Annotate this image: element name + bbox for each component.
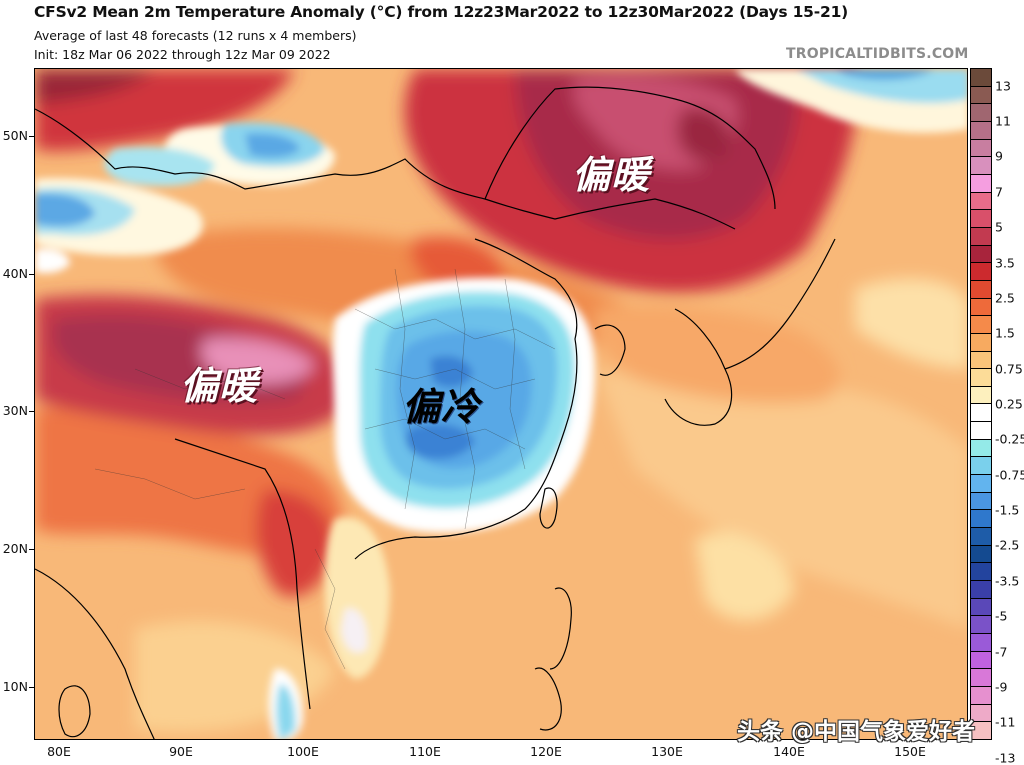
colorbar (970, 68, 992, 740)
colorbar-tick-label: -2.5 (995, 537, 1020, 553)
colorbar-segment (971, 333, 991, 352)
colorbar-segment (971, 651, 991, 670)
colorbar-segment (971, 510, 991, 529)
x-tick-120e: 120E (530, 744, 562, 759)
colorbar-tick-label: -1.5 (995, 502, 1020, 518)
colorbar-segment (971, 616, 991, 634)
x-tick-110e: 110E (409, 744, 441, 759)
colorbar-segment (971, 263, 991, 281)
colorbar-tick-label: -0.25 (995, 431, 1024, 447)
colorbar-tick-label: -7 (995, 644, 1008, 660)
author-credit: 头条 @中国气象爱好者 (737, 719, 976, 745)
x-tick-80e: 80E (47, 744, 71, 759)
y-tick-20n: 20N (0, 541, 34, 556)
chart-title: CFSv2 Mean 2m Temperature Anomaly (°C) f… (34, 3, 849, 21)
colorbar-segment (971, 422, 991, 440)
colorbar-segment (971, 298, 991, 317)
colorbar-segment (971, 280, 991, 299)
x-tick-130e: 130E (651, 744, 683, 759)
anomaly-field (35, 69, 967, 739)
province-borders (94, 268, 556, 670)
colorbar-segment (971, 492, 991, 511)
colorbar-tick-label: -9 (995, 679, 1008, 695)
colorbar-segment (971, 545, 991, 564)
colorbar-tick-label: -11 (995, 714, 1016, 730)
colorbar-segment (971, 669, 991, 687)
y-tick-50n: 50N (0, 128, 34, 143)
colorbar-tick-label: 11 (995, 113, 1011, 129)
x-tick-90e: 90E (169, 744, 193, 759)
chart-subtitle-init: Init: 18z Mar 06 2022 through 12z Mar 09… (34, 47, 331, 62)
colorbar-segment (971, 351, 991, 370)
colorbar-tick-label: 1.5 (995, 325, 1015, 341)
colorbar-tick-label: -5 (995, 608, 1008, 624)
x-tick-150e: 150E (894, 744, 926, 759)
colorbar-tick-label: -13 (995, 750, 1016, 765)
x-tick-140e: 140E (773, 744, 805, 759)
colorbar-tick-label: -0.75 (995, 467, 1024, 483)
colorbar-segment (971, 210, 991, 228)
y-tick-30n: 30N (0, 403, 34, 418)
colorbar-tick-label: 7 (995, 184, 1003, 200)
colorbar-segment (971, 475, 991, 493)
coastline (35, 86, 836, 739)
colorbar-tick-label: 0.25 (995, 396, 1023, 412)
colorbar-segment (971, 121, 991, 140)
colorbar-segment (971, 722, 991, 739)
colorbar-tick-label: 13 (995, 78, 1011, 94)
colorbar-segment (971, 686, 991, 705)
site-watermark: TROPICALTIDBITS.COM (786, 46, 969, 62)
colorbar-tick-label: 0.75 (995, 361, 1023, 377)
colorbar-segment (971, 104, 991, 122)
colorbar-segment (971, 139, 991, 158)
cold-anomaly-label-central-china: 偏冷 (402, 385, 481, 429)
colorbar-segment (971, 598, 991, 617)
colorbar-segment (971, 157, 991, 175)
colorbar-segment (971, 563, 991, 582)
colorbar-segment (971, 245, 991, 264)
colorbar-segment (971, 369, 991, 387)
x-tick-100e: 100E (287, 744, 319, 759)
chart-subtitle-ensemble: Average of last 48 forecasts (12 runs x … (34, 28, 357, 43)
colorbar-segment (971, 386, 991, 405)
y-tick-40n: 40N (0, 266, 34, 281)
colorbar-segment (971, 192, 991, 211)
colorbar-segment (971, 404, 991, 423)
warm-anomaly-label-northeast: 偏暖 (572, 153, 651, 197)
colorbar-segment (971, 439, 991, 458)
colorbar-segment (971, 69, 991, 87)
colorbar-segment (971, 227, 991, 246)
colorbar-segment (971, 86, 991, 105)
anomaly-map (34, 68, 968, 740)
colorbar-tick-label: 3.5 (995, 255, 1015, 271)
colorbar-tick-label: 5 (995, 219, 1003, 235)
colorbar-tick-label: -3.5 (995, 573, 1020, 589)
warm-anomaly-label-tibet: 偏暖 (180, 364, 259, 408)
colorbar-segment (971, 704, 991, 723)
colorbar-segment (971, 174, 991, 193)
colorbar-segment (971, 528, 991, 546)
colorbar-segment (971, 316, 991, 334)
colorbar-tick-label: 2.5 (995, 290, 1015, 306)
colorbar-tick-label: 9 (995, 148, 1003, 164)
y-tick-10n: 10N (0, 679, 34, 694)
colorbar-segment (971, 581, 991, 599)
colorbar-segment (971, 634, 991, 652)
colorbar-segment (971, 457, 991, 476)
